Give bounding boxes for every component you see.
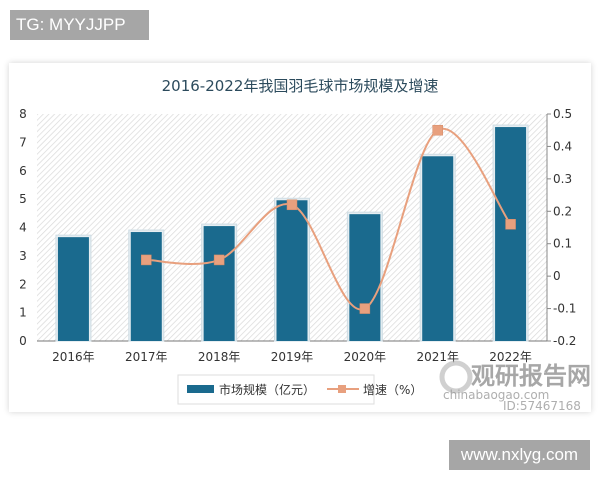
legend: 市场规模（亿元） 增速（%）: [177, 374, 422, 405]
x-axis-tick: 2018年: [198, 350, 241, 364]
bottom-right-badge: www.nxlyg.com: [449, 440, 590, 470]
watermark-site: chinabaogao.com: [443, 388, 549, 402]
bar-market-size: [203, 226, 235, 341]
x-axis-tick: 2021年: [416, 350, 459, 364]
left-axis-tick: 0: [19, 334, 27, 348]
x-axis-tick: 2019年: [271, 350, 314, 364]
bar-market-size: [349, 214, 381, 341]
plot-area: 0 1 2 3 4 5 6 7 8 -0.2 -0.1 0 0.1 0.2 0.3 0.4 0.5 2016年 20…: [19, 107, 576, 364]
bar-market-size: [422, 156, 454, 341]
left-axis-tick: 2: [19, 277, 27, 291]
bar-market-size: [57, 237, 89, 341]
x-axis-tick: 2017年: [125, 350, 168, 364]
left-axis-tick: 4: [19, 221, 27, 235]
bar-market-size: [276, 200, 308, 341]
growth-marker: [286, 199, 298, 211]
left-axis-tick: 7: [19, 135, 27, 149]
growth-marker: [432, 124, 443, 136]
legend-label-growth: 增速（%）: [363, 383, 422, 397]
right-axis-tick: -0.1: [553, 302, 576, 316]
combo-chart: 2016-2022年我国羽毛球市场规模及增速 0 1 2 3 4 5 6 7 8 -0.2 -0.1…: [19, 77, 591, 412]
watermark-name: 观研报告网: [471, 362, 591, 390]
right-axis-tick: -0.2: [553, 334, 576, 348]
legend-label-market-size: 市场规模（亿元）: [219, 382, 315, 397]
growth-marker: [505, 219, 516, 230]
right-axis-tick: 0: [553, 269, 561, 283]
left-axis-tick: 5: [19, 192, 27, 206]
top-left-badge: TG: MYYJJPP: [10, 10, 149, 40]
growth-marker: [141, 254, 152, 266]
left-axis-tick: 6: [19, 164, 27, 178]
chart-panel: 2016-2022年我国羽毛球市场规模及增速 0 1 2 3 4 5 6 7 8 -0.2 -0.1…: [9, 63, 591, 412]
right-axis-tick: 0.3: [553, 172, 572, 186]
bar-market-size: [495, 127, 527, 342]
left-axis-tick: 3: [19, 249, 27, 263]
growth-marker: [213, 254, 225, 266]
right-axis-tick: 0.4: [553, 139, 572, 153]
watermark-logo-icon: [439, 360, 473, 394]
chart-title: 2016-2022年我国羽毛球市场规模及增速: [162, 77, 439, 95]
right-axis-tick: 0.1: [553, 237, 572, 251]
watermark-id: ID:57467168: [503, 399, 581, 412]
growth-marker: [359, 303, 371, 314]
right-axis-tick: 0.2: [553, 204, 572, 218]
legend-line-marker: [338, 385, 346, 393]
x-axis-tick: 2016年: [52, 350, 95, 364]
left-axis-tick: 8: [19, 107, 27, 121]
right-axis-tick: 0.5: [553, 107, 572, 121]
x-axis-tick: 2022年: [489, 350, 532, 364]
left-axis-tick: 1: [19, 306, 27, 320]
bar-market-size: [130, 232, 162, 341]
legend-bar-swatch: [187, 385, 214, 393]
x-axis-tick: 2020年: [344, 350, 387, 364]
